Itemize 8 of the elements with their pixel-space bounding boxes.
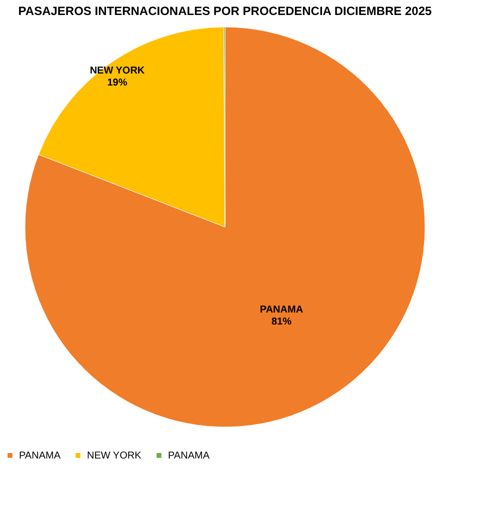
data-label: 81%	[271, 316, 292, 328]
slice-label: PANAMA	[260, 304, 304, 316]
data-label: 19%	[107, 78, 128, 89]
pie-slice	[24, 26, 426, 428]
chart-title: PASAJEROS INTERNACIONALES POR PROCEDENCIA DICIEMBRE 2025	[18, 4, 432, 18]
legend-label: PANAMA	[168, 450, 210, 462]
legend-label: PANAMA	[19, 450, 61, 462]
legend-label: NEW YORK	[87, 450, 142, 462]
